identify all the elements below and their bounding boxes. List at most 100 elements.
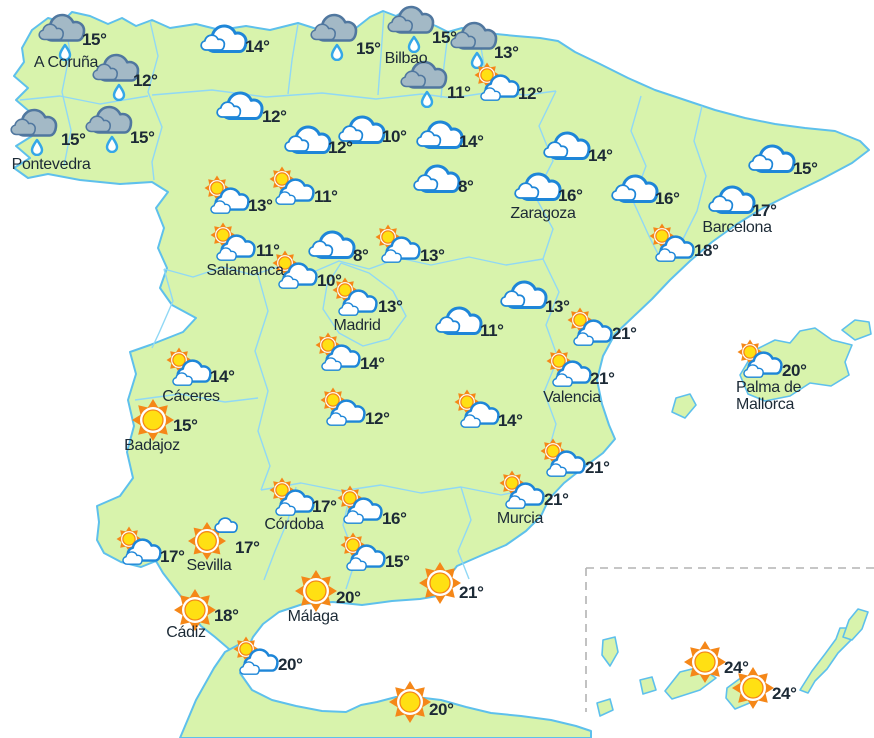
temperature-label: 14° xyxy=(360,354,385,373)
temperature-label: 17° xyxy=(160,547,185,566)
temperature-label: 17° xyxy=(752,201,777,220)
sun-cloud-icon xyxy=(268,166,318,210)
cloud-icon xyxy=(500,276,548,316)
sun-cloud-icon xyxy=(736,339,786,383)
sun-cloud-icon xyxy=(566,307,616,351)
temperature-label: 12° xyxy=(133,71,158,90)
cloud-icon xyxy=(416,116,464,156)
temperature-label: 21° xyxy=(544,490,569,509)
temperature-label: 20° xyxy=(429,700,454,719)
cloud-icon xyxy=(748,140,796,180)
sun-cloud-icon xyxy=(331,277,381,321)
temperature-label: 10° xyxy=(382,127,407,146)
temperature-label: 15° xyxy=(130,128,155,147)
rain-icon xyxy=(38,11,86,62)
fuerteventura-island xyxy=(799,627,852,694)
temperature-label: 11° xyxy=(447,83,471,102)
temperature-label: 11° xyxy=(480,321,504,340)
sun-cloud-icon xyxy=(232,636,282,680)
sun-cloud-icon xyxy=(473,62,523,106)
sun-cloud-small-icon xyxy=(186,516,240,562)
temperature-label: 15° xyxy=(61,130,86,149)
temperature-label: 15° xyxy=(385,552,410,571)
sun-cloud-icon xyxy=(374,224,424,268)
sun-cloud-icon xyxy=(339,532,389,576)
sun-cloud-icon xyxy=(271,250,321,294)
rain-icon xyxy=(85,103,133,154)
rain-icon xyxy=(10,106,58,157)
menorca-island xyxy=(841,319,872,341)
temperature-label: 14° xyxy=(498,411,523,430)
el-hierro-island xyxy=(596,698,614,717)
temperature-label: 15° xyxy=(173,416,198,435)
rain-icon xyxy=(400,58,448,109)
temperature-label: 12° xyxy=(518,84,543,103)
cloud-icon xyxy=(514,168,562,208)
temperature-label: 24° xyxy=(724,658,749,677)
temperature-label: 16° xyxy=(382,509,407,528)
temperature-label: 10° xyxy=(317,271,342,290)
temperature-label: 16° xyxy=(558,186,583,205)
temperature-label: 11° xyxy=(256,241,280,260)
lanzarote-island xyxy=(842,608,869,641)
la-gomera-island xyxy=(639,676,657,695)
cloud-icon xyxy=(708,181,756,221)
temperature-label: 21° xyxy=(459,583,484,602)
cloud-icon xyxy=(338,111,386,151)
temperature-label: 8° xyxy=(353,246,369,265)
temperature-label: 21° xyxy=(612,324,637,343)
sun-icon xyxy=(172,587,218,633)
temperature-label: 17° xyxy=(235,538,260,557)
temperature-label: 13° xyxy=(545,297,570,316)
sun-cloud-icon xyxy=(319,387,369,431)
temperature-label: 12° xyxy=(328,138,353,157)
cloud-icon xyxy=(200,20,248,60)
temperature-label: 21° xyxy=(585,458,610,477)
temperature-label: 13° xyxy=(494,43,519,62)
temperature-label: 13° xyxy=(378,297,403,316)
sun-icon xyxy=(293,568,339,614)
la-palma-island xyxy=(601,636,619,667)
temperature-label: 16° xyxy=(655,189,680,208)
temperature-label: 20° xyxy=(782,361,807,380)
temperature-label: 13° xyxy=(420,246,445,265)
sun-cloud-icon xyxy=(115,526,165,570)
sun-cloud-icon xyxy=(453,389,503,433)
sun-icon xyxy=(417,560,463,606)
cloud-icon xyxy=(435,302,483,342)
temperature-label: 15° xyxy=(432,28,457,47)
temperature-label: 12° xyxy=(365,409,390,428)
sun-icon xyxy=(387,679,433,725)
temperature-label: 14° xyxy=(245,37,270,56)
sun-cloud-icon xyxy=(203,175,253,219)
cloud-icon xyxy=(543,127,591,167)
ibiza-island xyxy=(671,393,697,419)
temperature-label: 18° xyxy=(694,241,719,260)
temperature-label: 15° xyxy=(793,159,818,178)
cloud-icon xyxy=(413,160,461,200)
sun-cloud-icon xyxy=(545,348,595,392)
rain-icon xyxy=(450,19,498,70)
rain-icon xyxy=(92,51,140,102)
temperature-label: 21° xyxy=(590,369,615,388)
cloud-icon xyxy=(216,87,264,127)
temperature-label: 15° xyxy=(82,30,107,49)
cloud-icon xyxy=(308,226,356,266)
temperature-label: 14° xyxy=(588,146,613,165)
temperature-label: 20° xyxy=(278,655,303,674)
temperature-label: 8° xyxy=(458,177,474,196)
temperature-label: 13° xyxy=(248,196,273,215)
sun-icon xyxy=(682,639,728,685)
sun-cloud-icon xyxy=(648,223,698,267)
rain-icon xyxy=(310,11,358,62)
temperature-label: 14° xyxy=(210,367,235,386)
temperature-label: 24° xyxy=(772,684,797,703)
sun-cloud-icon xyxy=(498,470,548,514)
sun-icon xyxy=(730,665,776,711)
cloud-icon xyxy=(284,121,332,161)
sun-cloud-icon xyxy=(539,438,589,482)
mallorca-island xyxy=(739,327,853,402)
cloud-icon xyxy=(611,170,659,210)
